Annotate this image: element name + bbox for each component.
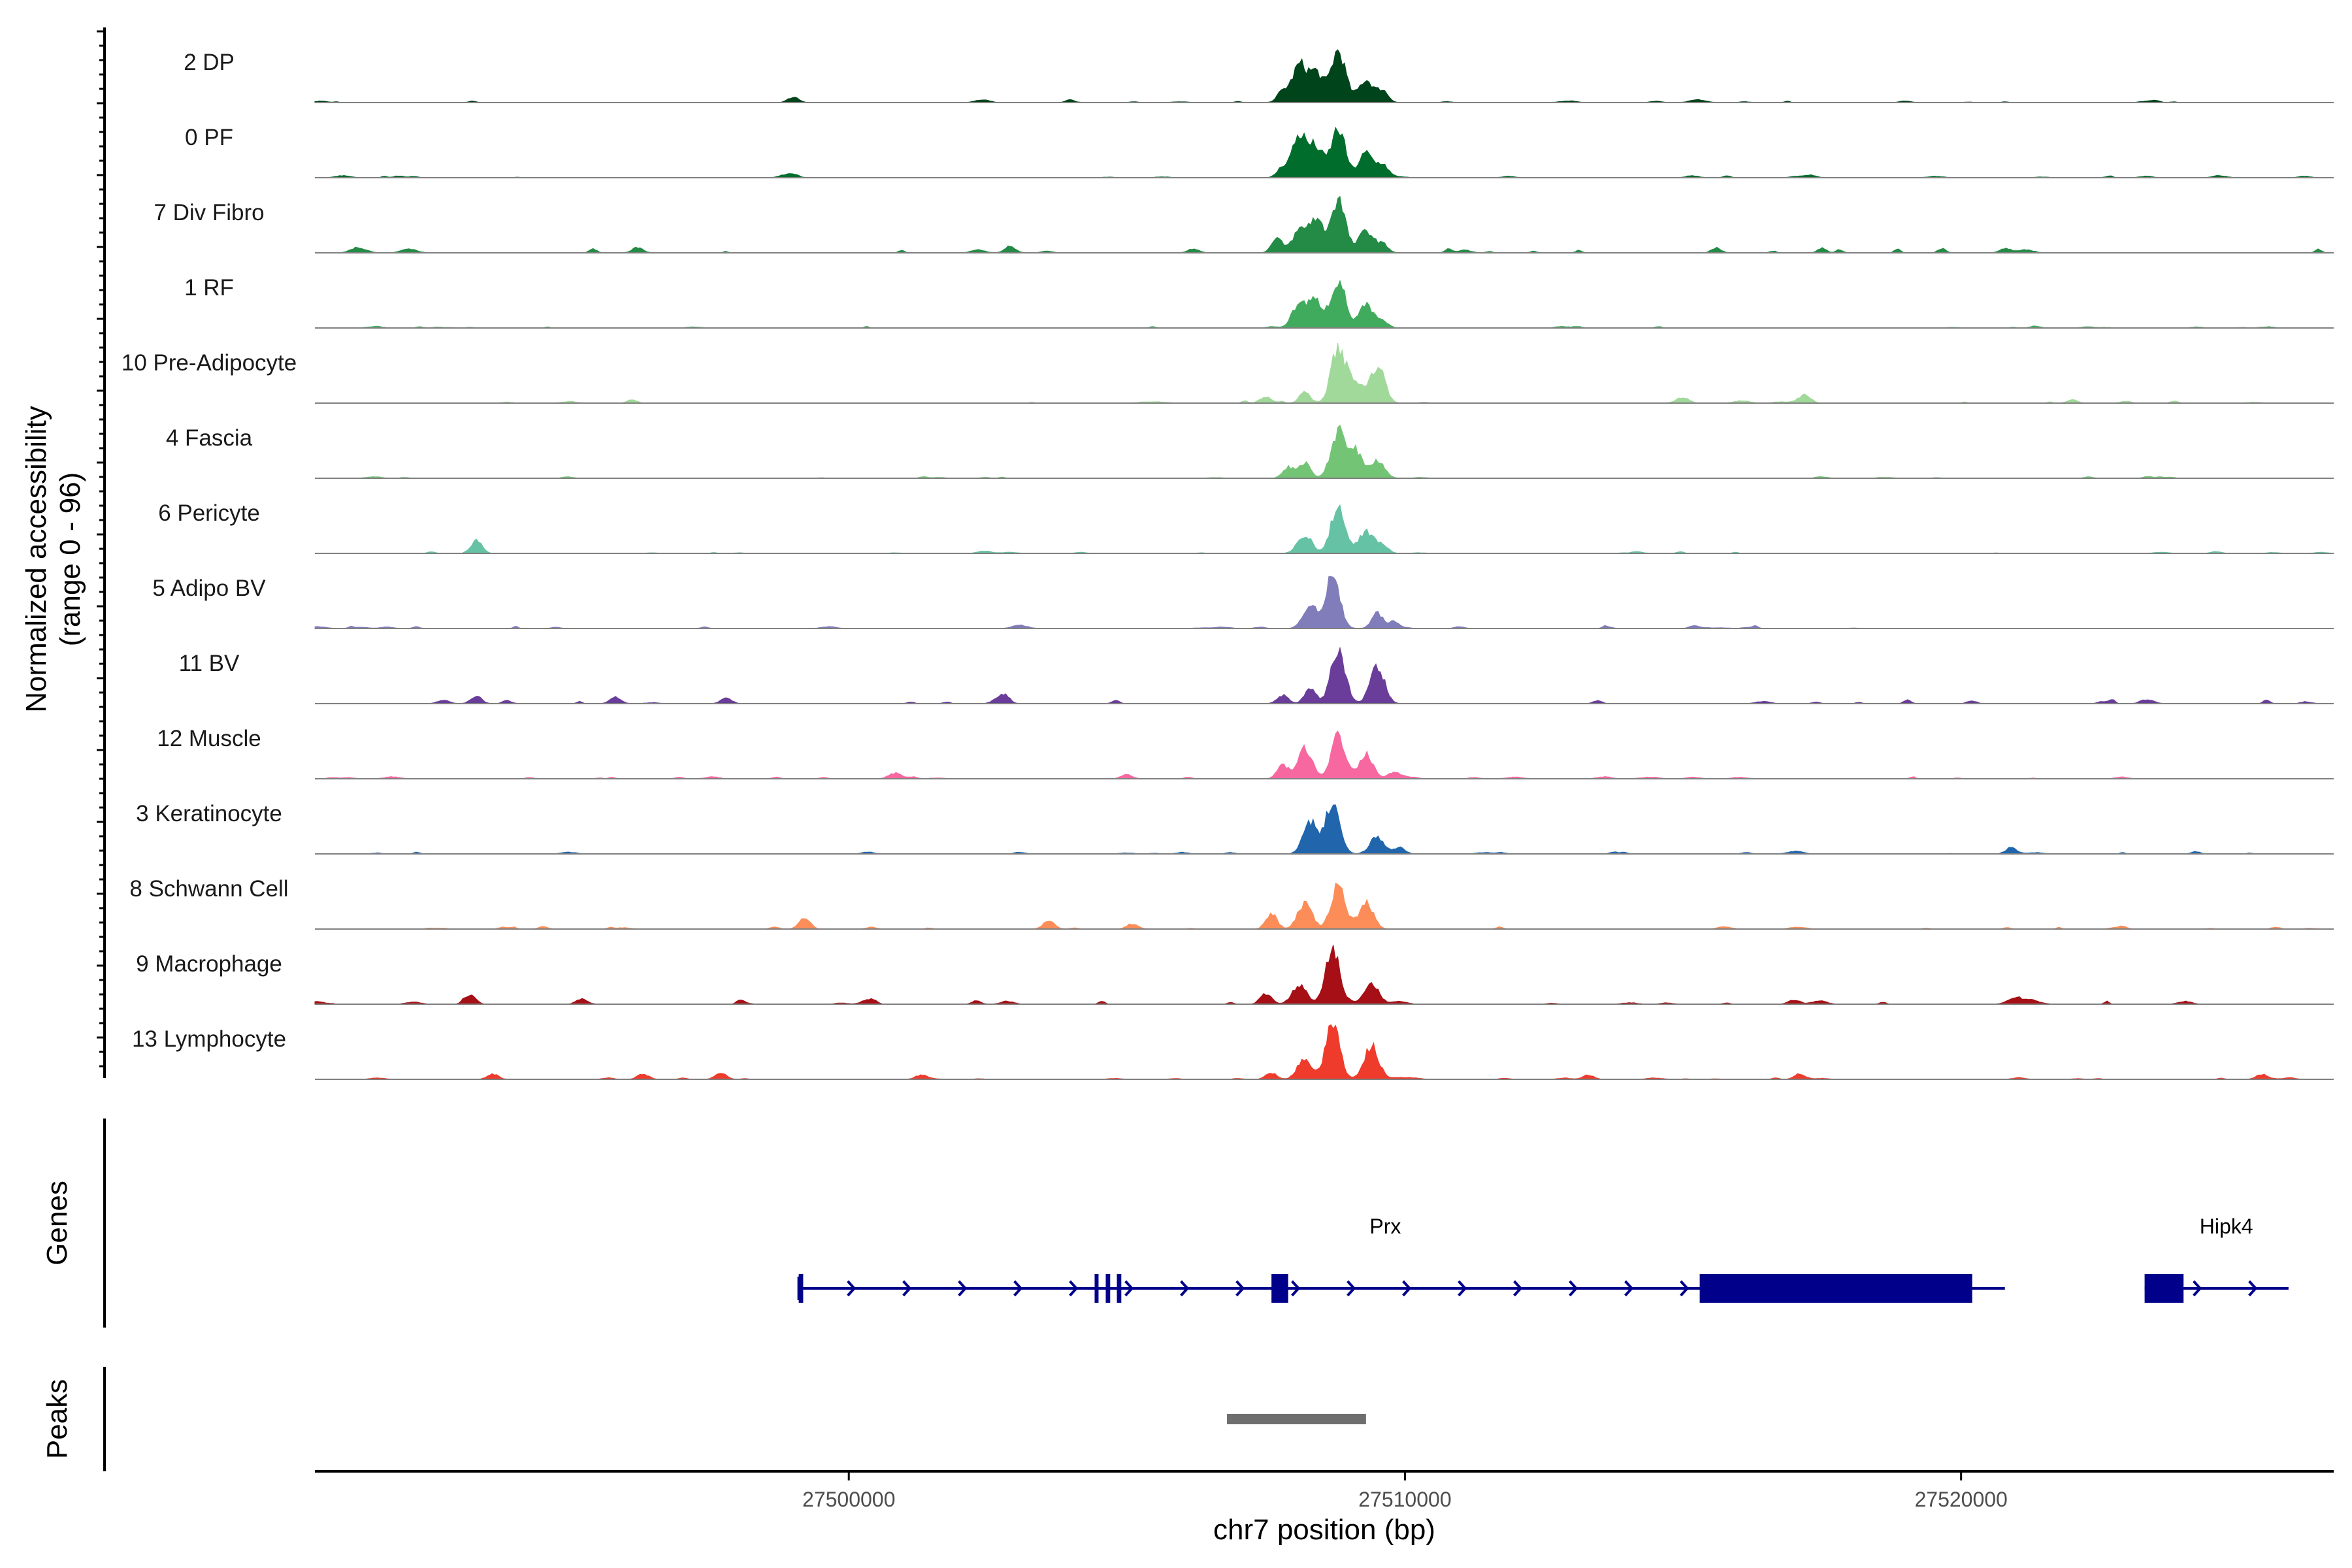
strand-arrow [1235, 1280, 1245, 1297]
track-label: 2 DP [184, 50, 235, 75]
strand-arrow [1458, 1280, 1467, 1297]
track-label: 11 BV [179, 651, 240, 676]
track-13-lymphocyte: 13 Lymphocyte [132, 1024, 2334, 1080]
x-tick-label: 27500000 [802, 1488, 895, 1511]
coverage-area [315, 883, 2334, 930]
coverage-area [314, 945, 2334, 1005]
gene-name: Hipk4 [2200, 1215, 2253, 1238]
strand-arrow [1180, 1280, 1190, 1297]
gene-hipk4: Hipk4 [2144, 1215, 2289, 1303]
track-1-rf: 1 RF [184, 275, 2334, 329]
coverage-area [315, 126, 2334, 178]
x-axis: chr7 position (bp) 27500000 27510000 27520… [315, 1470, 2334, 1546]
coverage-area [315, 343, 2334, 404]
strand-arrow [1069, 1280, 1079, 1297]
track-label: 9 Macrophage [136, 951, 282, 977]
track-7-div-fibro: 7 Div Fibro [154, 195, 2334, 253]
strand-arrow [958, 1280, 968, 1297]
strand-arrow [1513, 1280, 1523, 1297]
coverage-area [314, 576, 2334, 629]
gene-track: Genes Prx Hipk4 [41, 1119, 2289, 1328]
exon [1094, 1274, 1099, 1303]
coverage-area [315, 424, 2334, 479]
x-axis-title: chr7 position (bp) [1213, 1514, 1435, 1546]
track-11-bv: 11 BV [179, 646, 2334, 704]
strand-arrow [1347, 1280, 1356, 1297]
track-5-adipo-bv: 5 Adipo BV [152, 576, 2334, 629]
track-label: 0 PF [185, 125, 233, 150]
strand-arrow [902, 1280, 912, 1297]
track-9-macrophage: 9 Macrophage [136, 945, 2334, 1005]
coverage-tracks: 2 DP 0 PF 7 Div Fibro 1 RF 10 Pre-Adipocyte 4… [122, 49, 2334, 1080]
y-axis-range: (range 0 - 96) [54, 472, 86, 647]
exon [1105, 1274, 1111, 1303]
track-8-schwann-cell: 8 Schwann Cell [129, 876, 2334, 930]
genes-axis-title: Genes [41, 1181, 73, 1266]
y-axis-title: Normalized accessibility [20, 406, 52, 712]
track-10-pre-adipocyte: 10 Pre-Adipocyte [122, 343, 2334, 404]
x-tick-label: 27520000 [1914, 1488, 2007, 1511]
gene-prx: Prx [797, 1215, 2005, 1303]
track-12-muscle: 12 Muscle [157, 726, 2334, 779]
exon [1699, 1274, 1972, 1303]
exon [798, 1274, 804, 1303]
track-3-keratinocyte: 3 Keratinocyte [136, 801, 2334, 855]
peaks-track: Peaks [41, 1367, 1366, 1471]
track-label: 1 RF [184, 275, 234, 301]
strand-arrow [1013, 1280, 1023, 1297]
peaks-axis-title: Peaks [41, 1379, 73, 1459]
gene-name: Prx [1369, 1215, 1401, 1238]
track-label: 3 Keratinocyte [136, 801, 282, 826]
coverage-area [315, 279, 2334, 329]
coverage-area [315, 646, 2334, 704]
track-label: 13 Lymphocyte [132, 1026, 286, 1052]
strand-arrow [1680, 1280, 1690, 1297]
track-label: 4 Fascia [166, 425, 253, 451]
coverage-area [315, 1024, 2334, 1080]
strand-arrow [847, 1280, 857, 1297]
x-tick-label: 27510000 [1358, 1488, 1451, 1511]
track-0-pf: 0 PF [185, 125, 2334, 178]
coverage-area [315, 730, 2334, 779]
coverage-area [315, 195, 2334, 253]
track-label: 8 Schwann Cell [129, 876, 288, 902]
strand-arrow [1624, 1280, 1634, 1297]
strand-arrow [1569, 1280, 1578, 1297]
strand-arrow [2248, 1280, 2258, 1297]
track-label: 10 Pre-Adipocyte [122, 350, 297, 376]
track-label: 7 Div Fibro [154, 200, 264, 225]
strand-arrow [1291, 1280, 1301, 1297]
peak-bar [1227, 1414, 1366, 1424]
exon [2144, 1274, 2184, 1303]
exon [1271, 1274, 1288, 1303]
coverage-area [314, 49, 2334, 103]
strand-arrow [1124, 1280, 1134, 1297]
coverage-area [315, 504, 2334, 554]
strand-arrow [1402, 1280, 1412, 1297]
track-4-fascia: 4 Fascia [166, 424, 2334, 479]
exon [1117, 1274, 1122, 1303]
strand-arrow [2193, 1280, 2202, 1297]
track-label: 5 Adipo BV [152, 576, 266, 601]
track-2-dp: 2 DP [184, 49, 2334, 103]
track-6-pericyte: 6 Pericyte [158, 500, 2334, 554]
track-label: 12 Muscle [157, 726, 261, 751]
track-label: 6 Pericyte [158, 500, 260, 526]
y-axis-ticks [97, 30, 105, 1068]
coverage-area [315, 804, 2334, 855]
